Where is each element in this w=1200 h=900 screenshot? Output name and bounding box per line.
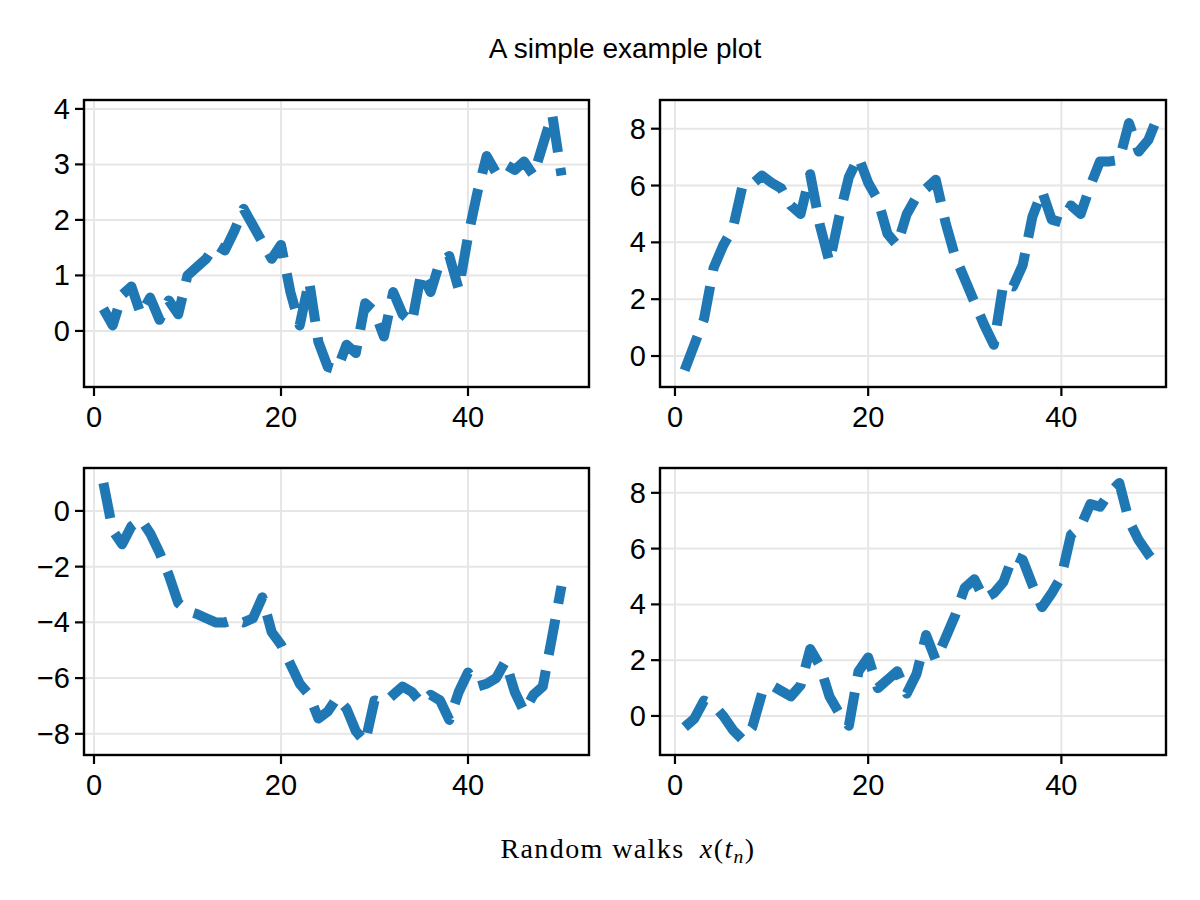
x-tick-label: 40 — [1045, 769, 1077, 801]
xlabel-part: ) — [745, 833, 756, 864]
y-tick-label: −8 — [37, 718, 70, 750]
y-tick-label: 4 — [54, 93, 70, 125]
y-tick-label: 3 — [54, 148, 70, 180]
x-tick-label: 0 — [86, 769, 102, 801]
subplot-top-right: 0 20 40 0 2 4 6 8 — [630, 100, 1166, 433]
y-tick-label: 8 — [630, 477, 646, 509]
x-tick-label: 20 — [265, 401, 297, 433]
xlabel-part: n — [734, 846, 745, 867]
data-line-bottom-left — [103, 483, 561, 742]
figure-title: A simple example plot — [489, 33, 761, 65]
y-tick-label: −2 — [37, 551, 70, 583]
y-tick-label: 1 — [54, 259, 70, 291]
figure: 0204001234020400246802040−8−6−4−20020400… — [0, 0, 1200, 900]
subplot-top-left: 0 20 40 0 1 2 3 4 — [54, 93, 589, 433]
x-tick-label: 40 — [1045, 401, 1077, 433]
y-tick-label: −6 — [37, 662, 70, 694]
y-tick-label: 0 — [630, 700, 646, 732]
x-tick-label: 40 — [452, 769, 484, 801]
y-tick-label: 2 — [54, 204, 70, 236]
y-tick-label: 0 — [630, 340, 646, 372]
x-tick-label: 0 — [86, 401, 102, 433]
spines — [84, 100, 589, 387]
spines — [660, 100, 1166, 387]
y-tick-label: 4 — [630, 226, 646, 258]
subplot-bottom-left: 0 20 40 −8 −6 −4 −2 0 — [37, 468, 589, 801]
subplot-grid: 0204001234020400246802040−8−6−4−20020400… — [0, 0, 1200, 900]
x-tick-label: 20 — [265, 769, 297, 801]
y-tick-label: 0 — [54, 495, 70, 527]
x-tick-label: 0 — [667, 769, 683, 801]
xlabel-part: ( — [714, 833, 725, 864]
y-tick-label: 4 — [630, 588, 646, 620]
x-tick-label: 40 — [452, 401, 484, 433]
x-tick-label: 20 — [852, 769, 884, 801]
subplot-bottom-right: 0 20 40 0 2 4 6 8 — [630, 468, 1166, 801]
y-tick-label: 2 — [630, 283, 646, 315]
figure-xlabel: Random walks x(tn) — [500, 833, 755, 868]
data-line-bottom-right — [685, 483, 1158, 740]
y-tick-label: 6 — [630, 170, 646, 202]
y-tick-label: 0 — [54, 315, 70, 347]
y-tick-label: −4 — [37, 606, 70, 638]
xlabel-part: x — [700, 833, 714, 864]
y-tick-label: 2 — [630, 644, 646, 676]
y-tick-label: 8 — [630, 113, 646, 145]
x-tick-label: 20 — [852, 401, 884, 433]
x-tick-label: 0 — [667, 401, 683, 433]
y-tick-label: 6 — [630, 533, 646, 565]
xlabel-part: Random walks — [500, 833, 692, 864]
xlabel-part: t — [724, 833, 733, 864]
